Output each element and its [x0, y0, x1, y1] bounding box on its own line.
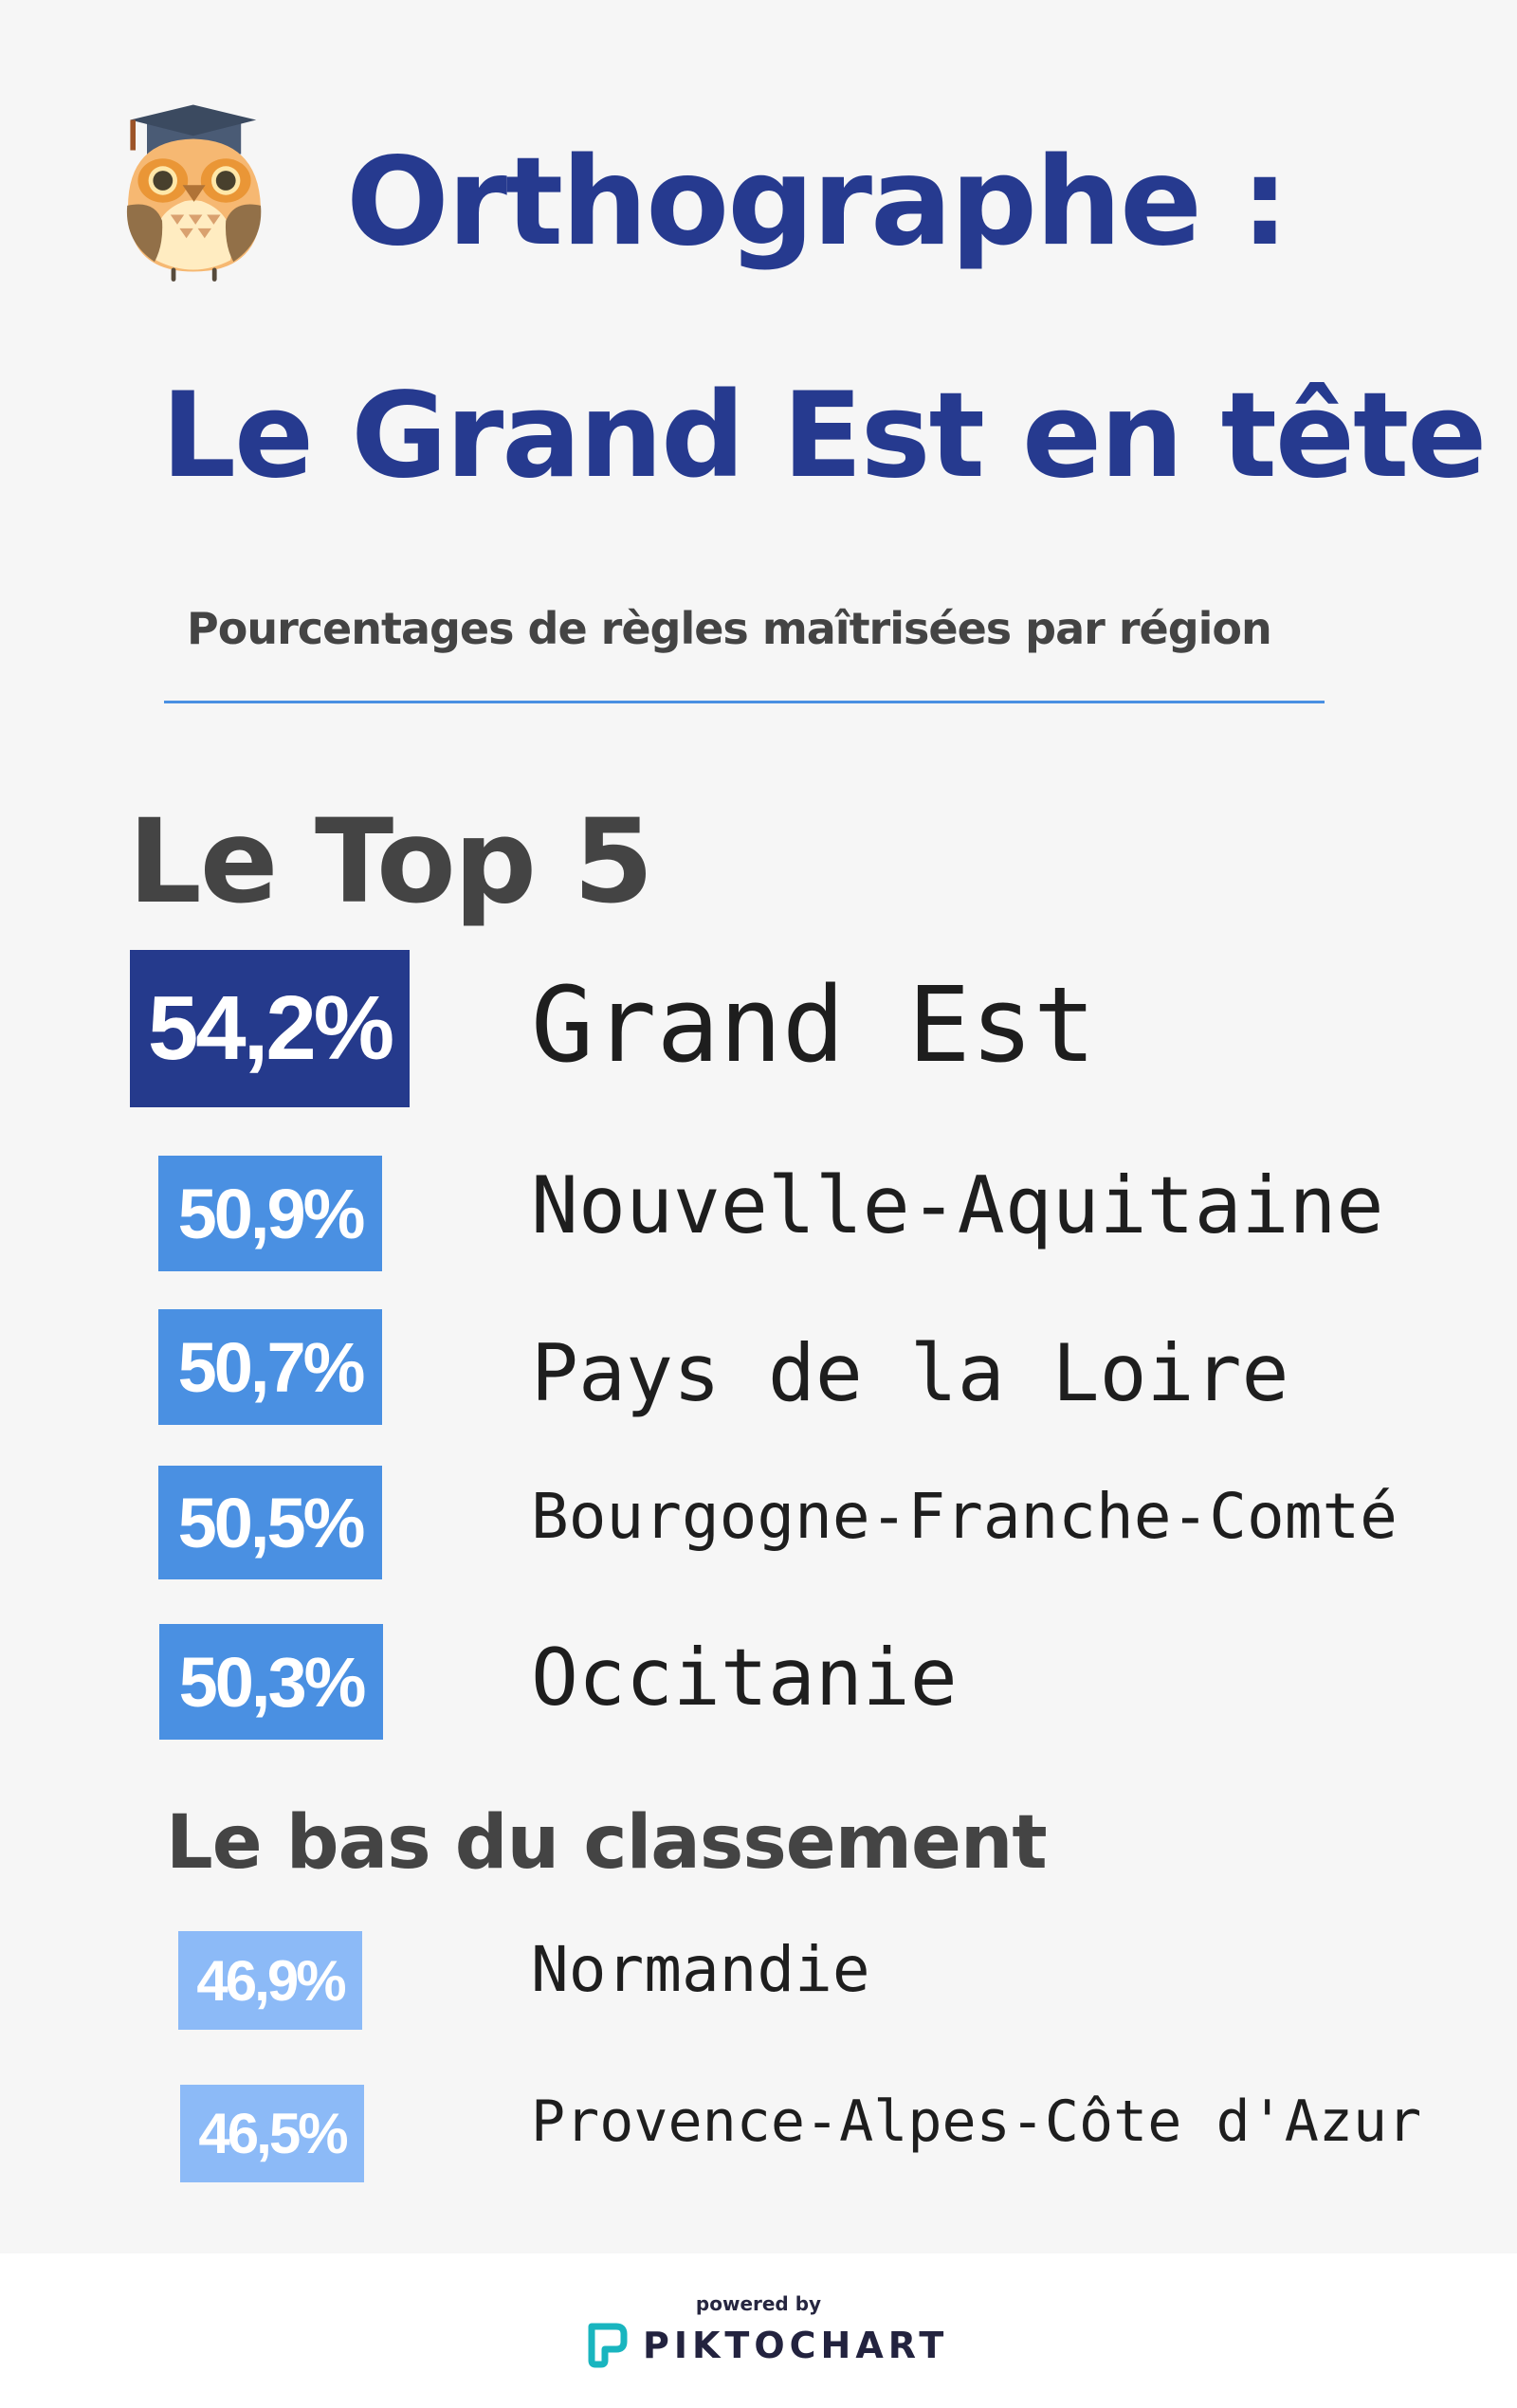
title-line-2: Le Grand Est en tête — [161, 368, 1487, 504]
region-name: Pays de la Loire — [531, 1327, 1289, 1419]
title-line-1: Orthographe : — [346, 132, 1289, 273]
owl-graduate-icon — [126, 104, 262, 282]
divider — [164, 701, 1325, 703]
region-name: Bourgogne-Franche-Comté — [531, 1480, 1398, 1553]
piktochart-brand[interactable]: PIKTOCHART — [643, 2325, 949, 2366]
region-name: Occitanie — [531, 1632, 958, 1724]
region-name: Nouvelle-Aquitaine — [531, 1159, 1384, 1251]
percent-badge: 54,2% — [130, 950, 410, 1107]
percent-badge: 50,7% — [158, 1309, 382, 1425]
region-name: Grand Est — [531, 964, 1097, 1085]
region-name: Provence-Alpes-Côte d'Azur — [531, 2089, 1422, 2155]
piktochart-logo-icon[interactable] — [588, 2323, 628, 2368]
powered-by-label: powered by — [695, 2292, 822, 2315]
percent-badge: 50,5% — [158, 1466, 382, 1579]
percent-badge: 46,5% — [180, 2085, 364, 2182]
region-name: Normandie — [531, 1933, 870, 2006]
percent-badge: 50,9% — [158, 1156, 382, 1271]
footer — [0, 2253, 1517, 2408]
subtitle: Pourcentages de règles maîtrisées par ré… — [187, 603, 1272, 654]
top5-heading: Le Top 5 — [128, 794, 653, 929]
percent-badge: 50,3% — [159, 1624, 383, 1740]
bottom-heading: Le bas du classement — [166, 1800, 1048, 1886]
percent-badge: 46,9% — [178, 1931, 362, 2030]
